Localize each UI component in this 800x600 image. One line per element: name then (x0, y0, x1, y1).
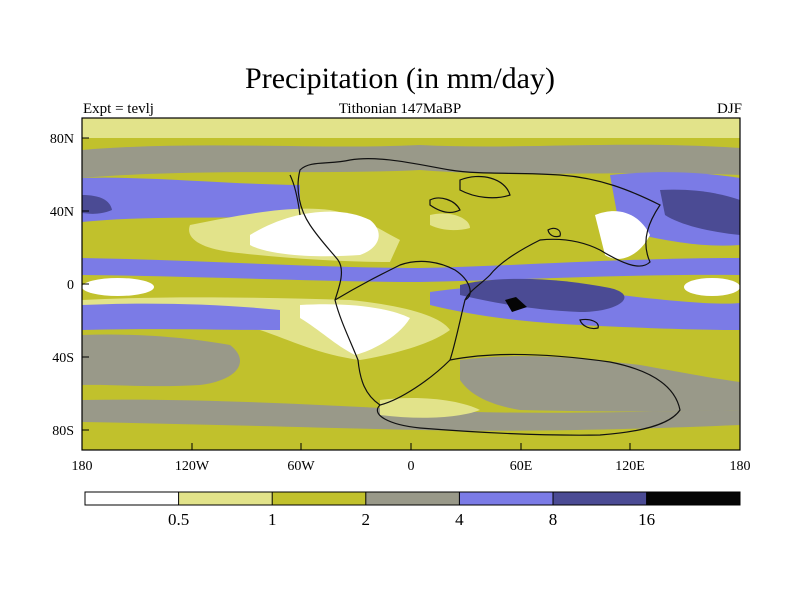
precipitation-contour-fields (82, 118, 740, 450)
colorbar: 0.5 1 2 4 8 16 (84, 491, 741, 529)
x-tick-0: 0 (408, 459, 415, 474)
colorbar-box-8-16 (553, 492, 647, 505)
colorbar-box-gt-16 (646, 492, 740, 505)
x-tick-60E: 60E (510, 459, 533, 474)
colorbar-label-1: 1 (268, 510, 277, 529)
colorbar-box-0.5-1 (178, 492, 273, 505)
colorbar-box-1-2 (272, 492, 366, 505)
y-tick-40N: 40N (50, 205, 74, 220)
colorbar-label-16: 16 (638, 510, 655, 529)
colorbar-box-lt-0.5 (85, 492, 179, 505)
y-tick-40S: 40S (52, 351, 74, 366)
colorbar-label-2: 2 (362, 510, 371, 529)
x-tick-180E: 180 (730, 459, 751, 474)
season-label: DJF (716, 101, 742, 117)
colorbar-box-2-4 (365, 492, 460, 505)
colorbar-box-4-8 (459, 492, 553, 505)
axis-ticks (81, 137, 741, 450)
colorbar-label-8: 8 (549, 510, 558, 529)
x-tick-180W: 180 (72, 459, 93, 474)
colorbar-label-0.5: 0.5 (168, 510, 189, 529)
y-tick-80N: 80N (50, 132, 74, 147)
map-title: Precipitation (in mm/day) (245, 62, 555, 95)
experiment-label: Expt = tevlj (83, 101, 154, 117)
y-tick-80S: 80S (52, 424, 74, 439)
x-tick-120E: 120E (615, 459, 645, 474)
y-tick-0: 0 (67, 278, 74, 293)
period-label: Tithonian 147MaBP (338, 101, 462, 117)
x-tick-120W: 120W (175, 459, 210, 474)
x-tick-60W: 60W (287, 459, 315, 474)
colorbar-label-4: 4 (455, 510, 464, 529)
paleo-coastlines (289, 158, 681, 436)
